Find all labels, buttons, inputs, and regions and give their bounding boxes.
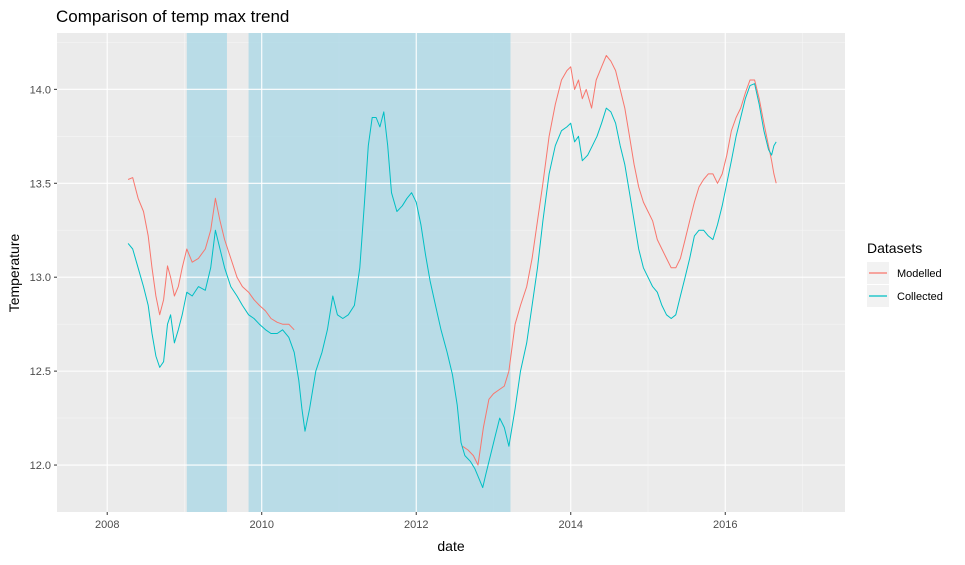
series-line-modelled — [127, 55, 777, 466]
major-gridlines — [57, 33, 845, 512]
y-axis-title: Temperature — [6, 233, 22, 312]
x-tick-label: 2010 — [249, 519, 273, 531]
shaded-period — [186, 33, 227, 512]
x-tick-label: 2012 — [404, 519, 428, 531]
legend-label-collected: Collected — [897, 291, 943, 303]
legend-label-modelled: Modelled — [897, 268, 942, 280]
chart-title: Comparison of temp max trend — [56, 7, 289, 26]
x-tick-label: 2014 — [559, 519, 583, 531]
x-tick-label: 2008 — [95, 519, 119, 531]
y-axis-ticks: 12.0 12.5 13.0 13.5 14.0 — [30, 84, 57, 472]
series-line-collected — [127, 83, 777, 489]
legend-title: Datasets — [867, 240, 922, 256]
y-tick-label: 13.5 — [30, 178, 51, 190]
y-tick-label: 13.0 — [30, 272, 51, 284]
legend: Datasets Modelled Collected — [867, 240, 943, 307]
x-axis-ticks: 2008 2010 2012 2014 2016 — [95, 512, 737, 531]
y-tick-label: 12.5 — [30, 366, 51, 378]
y-tick-label: 12.0 — [30, 460, 51, 472]
y-tick-label: 14.0 — [30, 84, 51, 96]
shaded-period — [248, 33, 511, 512]
series-lines — [127, 55, 777, 489]
shaded-periods — [186, 33, 511, 512]
x-tick-label: 2016 — [713, 519, 737, 531]
x-axis-title: date — [437, 538, 464, 554]
